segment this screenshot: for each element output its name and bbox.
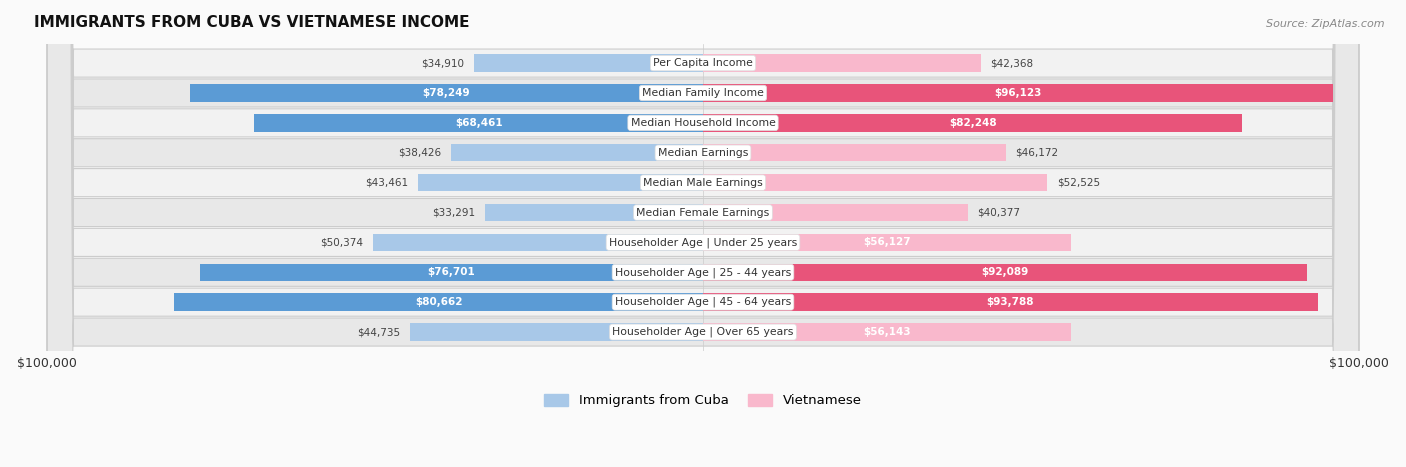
Text: $56,143: $56,143 — [863, 327, 911, 337]
Bar — [174, 293, 703, 311]
Text: Householder Age | 25 - 44 years: Householder Age | 25 - 44 years — [614, 267, 792, 277]
Bar — [474, 55, 703, 72]
FancyBboxPatch shape — [48, 0, 1358, 467]
Text: $34,910: $34,910 — [422, 58, 464, 68]
Text: $42,368: $42,368 — [991, 58, 1033, 68]
Bar — [703, 293, 1317, 311]
Text: Per Capita Income: Per Capita Income — [652, 58, 754, 68]
Bar — [703, 55, 981, 72]
Bar — [451, 144, 703, 162]
Bar — [703, 85, 1333, 102]
Text: $44,735: $44,735 — [357, 327, 399, 337]
FancyBboxPatch shape — [48, 0, 1358, 467]
Text: Householder Age | Over 65 years: Householder Age | Over 65 years — [612, 327, 794, 337]
Text: $82,248: $82,248 — [949, 118, 997, 128]
Text: $46,172: $46,172 — [1015, 148, 1059, 158]
Bar — [703, 323, 1071, 341]
Text: $93,788: $93,788 — [987, 297, 1035, 307]
Bar — [373, 234, 703, 251]
Text: $68,461: $68,461 — [454, 118, 502, 128]
Text: Median Household Income: Median Household Income — [630, 118, 776, 128]
Bar — [409, 323, 703, 341]
Text: Source: ZipAtlas.com: Source: ZipAtlas.com — [1267, 19, 1385, 28]
Bar — [485, 204, 703, 221]
Bar — [703, 174, 1047, 191]
Bar — [254, 114, 703, 132]
FancyBboxPatch shape — [48, 0, 1358, 467]
Bar — [703, 234, 1071, 251]
Text: IMMIGRANTS FROM CUBA VS VIETNAMESE INCOME: IMMIGRANTS FROM CUBA VS VIETNAMESE INCOM… — [34, 15, 470, 30]
Text: $78,249: $78,249 — [423, 88, 470, 98]
FancyBboxPatch shape — [48, 0, 1358, 467]
FancyBboxPatch shape — [48, 0, 1358, 467]
Text: Median Earnings: Median Earnings — [658, 148, 748, 158]
Text: $52,525: $52,525 — [1057, 177, 1101, 188]
Bar — [703, 144, 1005, 162]
Bar — [703, 114, 1243, 132]
Text: $56,127: $56,127 — [863, 237, 911, 248]
FancyBboxPatch shape — [48, 0, 1358, 467]
Bar — [200, 263, 703, 281]
Text: Median Male Earnings: Median Male Earnings — [643, 177, 763, 188]
Bar — [190, 85, 703, 102]
Text: $76,701: $76,701 — [427, 267, 475, 277]
FancyBboxPatch shape — [48, 0, 1358, 467]
Legend: Immigrants from Cuba, Vietnamese: Immigrants from Cuba, Vietnamese — [538, 389, 868, 412]
FancyBboxPatch shape — [48, 0, 1358, 467]
Text: $96,123: $96,123 — [994, 88, 1042, 98]
Text: $38,426: $38,426 — [398, 148, 441, 158]
Text: $40,377: $40,377 — [977, 207, 1021, 218]
Text: $33,291: $33,291 — [432, 207, 475, 218]
FancyBboxPatch shape — [48, 0, 1358, 467]
Text: Median Family Income: Median Family Income — [643, 88, 763, 98]
Text: Median Female Earnings: Median Female Earnings — [637, 207, 769, 218]
Bar — [703, 204, 967, 221]
Text: $92,089: $92,089 — [981, 267, 1029, 277]
Text: Householder Age | Under 25 years: Householder Age | Under 25 years — [609, 237, 797, 248]
Text: $43,461: $43,461 — [366, 177, 408, 188]
Text: $80,662: $80,662 — [415, 297, 463, 307]
Bar — [703, 263, 1306, 281]
Text: $50,374: $50,374 — [321, 237, 363, 248]
Bar — [418, 174, 703, 191]
Text: Householder Age | 45 - 64 years: Householder Age | 45 - 64 years — [614, 297, 792, 307]
FancyBboxPatch shape — [48, 0, 1358, 467]
